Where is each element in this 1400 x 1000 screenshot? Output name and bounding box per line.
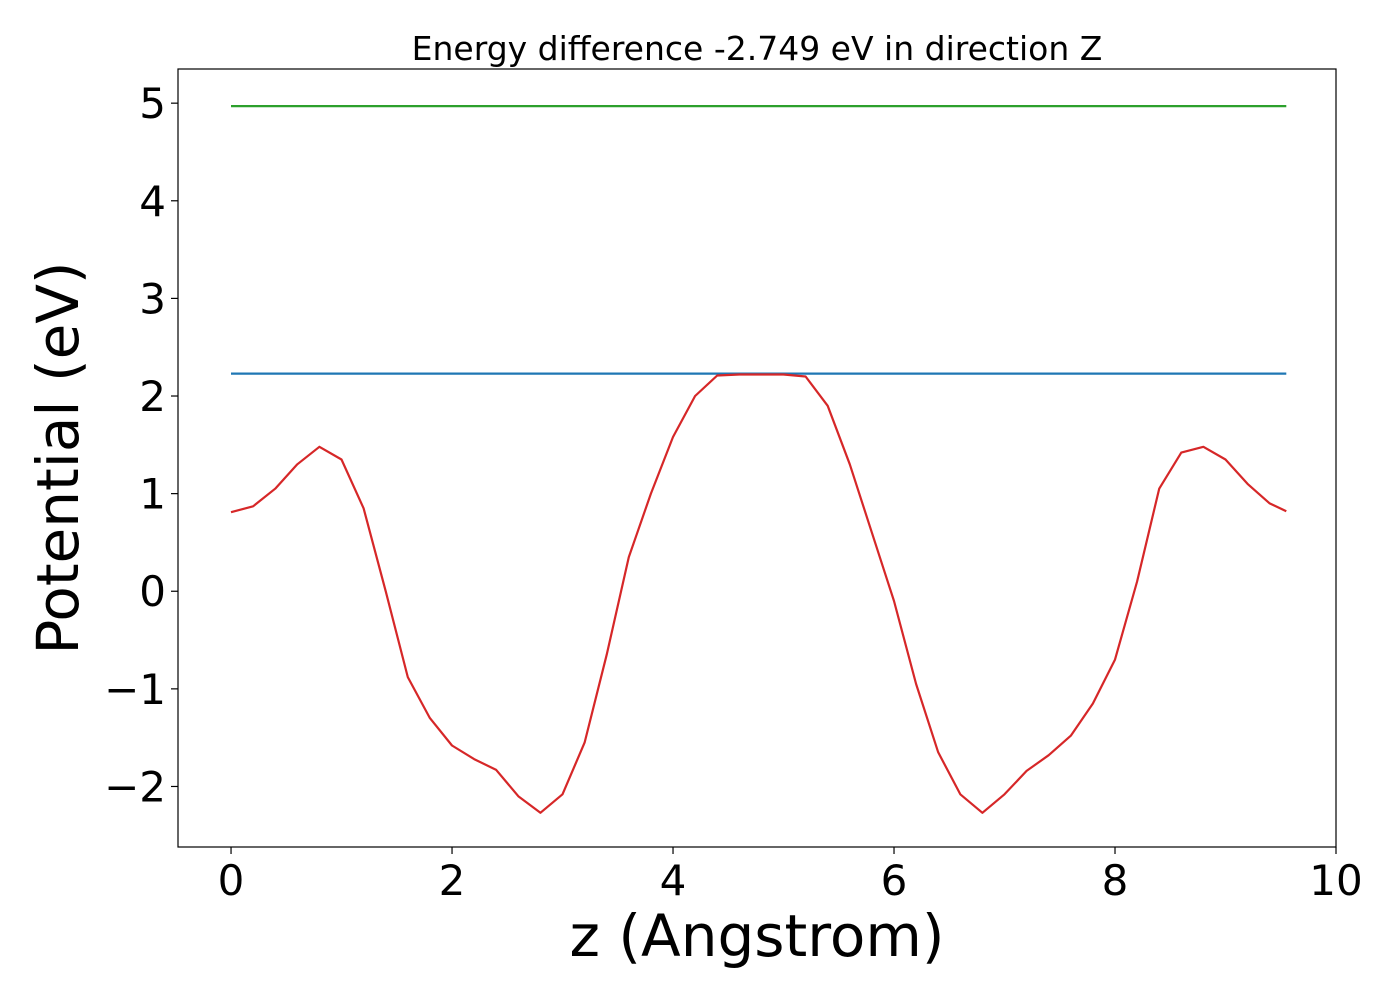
y-tick-label: 1 bbox=[139, 470, 166, 519]
y-tick-label: 3 bbox=[139, 274, 166, 323]
y-tick-label: 5 bbox=[139, 79, 166, 128]
plot-lines bbox=[230, 104, 1287, 814]
y-axis-ticks: −2 −1 0 1 2 3 4 5 bbox=[104, 79, 178, 811]
x-tick-label: 8 bbox=[1102, 856, 1129, 905]
x-tick-label: 0 bbox=[218, 856, 245, 905]
x-tick-label: 2 bbox=[439, 856, 466, 905]
y-tick-label: −1 bbox=[104, 665, 166, 714]
y-tick-label: 0 bbox=[139, 567, 166, 616]
series-line-2 bbox=[230, 373, 1287, 814]
plot-frame bbox=[177, 68, 1337, 848]
y-tick-label: −2 bbox=[104, 762, 166, 811]
x-tick-label: 10 bbox=[1309, 856, 1362, 905]
x-tick-label: 4 bbox=[660, 856, 687, 905]
x-axis-ticks: 0 2 4 6 8 10 bbox=[218, 847, 1363, 905]
x-tick-label: 6 bbox=[881, 856, 908, 905]
y-tick-label: 2 bbox=[139, 372, 166, 421]
y-tick-label: 4 bbox=[139, 177, 166, 226]
y-axis-label: Potential (eV) bbox=[24, 261, 92, 654]
x-axis-label: z (Angstrom) bbox=[570, 902, 945, 970]
chart-title: Energy difference -2.749 eV in direction… bbox=[412, 29, 1103, 68]
